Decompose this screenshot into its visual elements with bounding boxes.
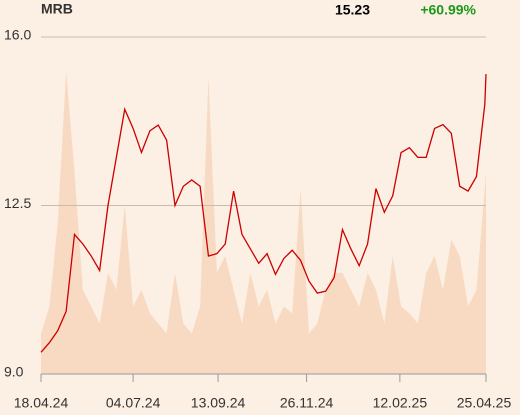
x-tick-label: 04.07.24 (106, 395, 161, 411)
x-tick-label: 25.04.25 (457, 395, 512, 411)
x-tick-label: 13.09.24 (191, 395, 246, 411)
x-tick-label: 18.04.24 (14, 395, 69, 411)
y-tick-label: 12.5 (4, 195, 31, 211)
last-price: 15.23 (335, 2, 370, 18)
price-change: +60.99% (420, 2, 476, 18)
x-tick-label: 26.11.24 (280, 395, 334, 411)
volume-area (41, 70, 486, 374)
price-line (40, 74, 487, 353)
chart-title: MRB (41, 1, 73, 17)
x-tick-label: 12.02.25 (373, 395, 428, 411)
y-tick-label: 16.0 (4, 27, 31, 43)
y-tick-label: 9.0 (4, 364, 24, 380)
